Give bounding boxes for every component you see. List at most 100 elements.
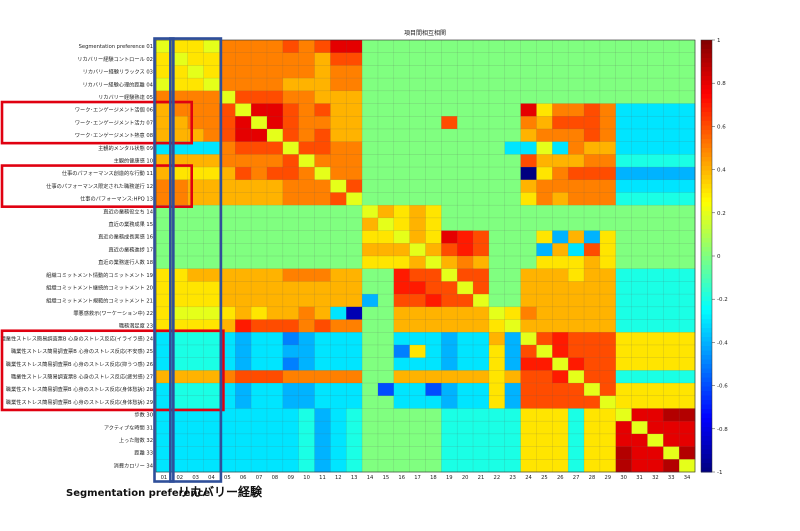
heatmap-cell	[298, 344, 315, 358]
heatmap-cell	[346, 319, 363, 333]
heatmap-cell	[362, 179, 379, 193]
heatmap-cell	[441, 395, 458, 409]
heatmap-cell	[504, 78, 521, 92]
heatmap-cell	[377, 383, 395, 397]
heatmap-cell	[568, 217, 585, 231]
heatmap-cell	[235, 243, 252, 257]
colorbar-segment	[701, 143, 712, 149]
heatmap-cell	[552, 243, 569, 257]
heatmap-cell	[187, 306, 204, 320]
heatmap-cell	[568, 446, 585, 460]
heatmap-cell	[441, 167, 458, 181]
heatmap-cell	[520, 281, 537, 295]
heatmap-cell	[314, 192, 331, 206]
heatmap-cell	[615, 459, 632, 473]
heatmap-cell	[251, 230, 268, 244]
heatmap-cell	[647, 281, 664, 295]
heatmap-cell	[393, 40, 410, 54]
heatmap-cell	[377, 103, 395, 117]
heatmap-cell	[584, 141, 601, 155]
heatmap-cell	[488, 370, 506, 384]
heatmap-cell	[631, 192, 648, 206]
heatmap-cell	[663, 141, 680, 155]
heatmap-cell	[251, 179, 268, 193]
heatmap-cell	[425, 90, 442, 104]
heatmap-cell	[504, 205, 521, 219]
colorbar-segment	[701, 233, 712, 239]
heatmap-cell	[346, 294, 363, 308]
heatmap-cell	[631, 78, 648, 92]
heatmap-cell	[599, 395, 617, 409]
heatmap-cell	[251, 243, 268, 257]
heatmap-cell	[330, 90, 347, 104]
heatmap-cell	[235, 128, 252, 142]
colorbar-segment	[701, 256, 712, 261]
heatmap-cell	[441, 256, 458, 270]
heatmap-cell	[615, 217, 632, 231]
colorbar-segment	[701, 125, 712, 131]
heatmap-cell	[504, 167, 521, 181]
heatmap-cell	[584, 230, 601, 244]
heatmap-cell	[298, 116, 315, 130]
colorbar-segment	[701, 341, 712, 347]
colorbar-segment	[701, 94, 712, 99]
heatmap-cell	[203, 205, 220, 219]
heatmap-cell	[362, 332, 379, 346]
heatmap-cell	[425, 167, 442, 181]
row-label: 職業性ストレス簡易調査票B 心身のストレス反応(疲労感) 27	[11, 373, 153, 381]
heatmap-cell	[266, 370, 284, 384]
heatmap-cell	[568, 306, 585, 320]
heatmap-cell	[187, 319, 204, 333]
row-label: 上った階数 32	[119, 436, 153, 444]
heatmap-cell	[235, 446, 252, 460]
heatmap-cell	[504, 319, 521, 333]
heatmap-cell	[377, 256, 395, 270]
heatmap-cell	[156, 141, 173, 155]
heatmap-cell	[251, 128, 268, 142]
heatmap-cell	[536, 40, 553, 54]
heatmap-cell	[631, 319, 648, 333]
heatmap-cell	[631, 217, 648, 231]
heatmap-cell	[251, 332, 268, 346]
heatmap-cell	[615, 52, 632, 66]
heatmap-cell	[520, 205, 537, 219]
heatmap-cell	[409, 78, 426, 92]
heatmap-cell	[187, 52, 204, 66]
heatmap-cell	[488, 90, 506, 104]
heatmap-cell	[409, 230, 426, 244]
heatmap-cell	[425, 128, 442, 142]
heatmap-cell	[552, 141, 569, 155]
heatmap-cell	[377, 281, 395, 295]
heatmap-cell	[552, 408, 569, 422]
colorbar-segment	[701, 112, 712, 117]
heatmap-cell	[679, 281, 696, 295]
heatmap-cell	[441, 294, 458, 308]
heatmap-cell	[488, 78, 506, 92]
heatmap-cell	[187, 395, 204, 409]
row-label: 職業性ストレス簡易調査票B 心身のストレス反応(身体愁訴) 29	[6, 398, 153, 406]
heatmap-cell	[346, 217, 363, 231]
heatmap-cell	[584, 446, 601, 460]
heatmap-cell	[615, 383, 632, 397]
heatmap-cell	[599, 217, 617, 231]
heatmap-cell	[393, 446, 410, 460]
heatmap-cell	[488, 433, 506, 447]
heatmap-cell	[409, 192, 426, 206]
heatmap-cell	[441, 268, 458, 282]
heatmap-cell	[393, 103, 410, 117]
row-label: 主観的健康感 10	[114, 157, 153, 165]
heatmap-cell	[282, 306, 299, 320]
heatmap-cell	[171, 370, 188, 384]
colorbar-segment	[701, 188, 712, 194]
heatmap-cell	[584, 128, 601, 142]
colorbar-segment	[701, 121, 712, 126]
heatmap-cell	[203, 408, 220, 422]
heatmap-cell	[362, 294, 379, 308]
heatmap-cell	[568, 141, 585, 155]
heatmap-cell	[314, 65, 331, 79]
heatmap-cell	[663, 256, 680, 270]
column-label: 31	[636, 475, 643, 481]
heatmap-cell	[219, 243, 236, 257]
heatmap-cell	[536, 116, 553, 130]
heatmap-cell	[679, 179, 696, 193]
